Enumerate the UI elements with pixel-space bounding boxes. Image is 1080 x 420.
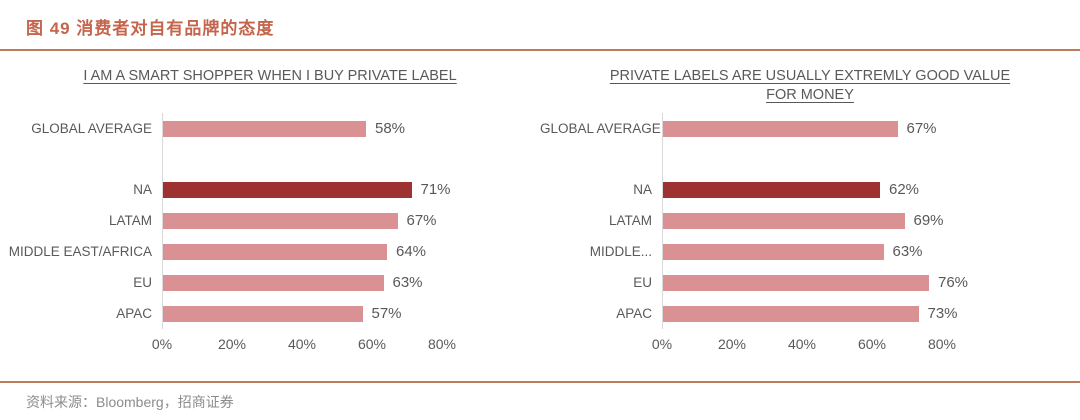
bar-row: EU 63%: [0, 267, 540, 298]
value-label: 64%: [396, 243, 427, 260]
x-tick: 80%: [927, 336, 957, 352]
category-label: NA: [133, 182, 152, 197]
x-tick: 60%: [857, 336, 887, 352]
bar-row: MIDDLE EAST/AFRICA 64%: [0, 236, 540, 267]
bar: [663, 120, 898, 137]
bar-track: 76%: [662, 267, 1080, 298]
value-label: 76%: [938, 274, 969, 291]
value-label: 63%: [892, 243, 923, 260]
footer-divider: [0, 381, 1080, 383]
bar: [163, 212, 398, 229]
bar-row: GLOBAL AVERAGE 67%: [540, 113, 1080, 144]
plot-area: GLOBAL AVERAGE 58% NA 71%: [0, 113, 540, 355]
value-label: 58%: [375, 120, 406, 137]
x-axis: 0% 20% 40% 60% 80%: [0, 329, 540, 355]
x-axis-ticks: 0% 20% 40% 60% 80%: [652, 329, 1080, 355]
spacer-row: [0, 144, 540, 174]
category-label: GLOBAL AVERAGE: [540, 121, 661, 136]
charts-row: I AM A SMART SHOPPER WHEN I BUY PRIVATE …: [0, 51, 1080, 355]
category-label: LATAM: [108, 213, 152, 228]
header-divider: [0, 49, 1080, 51]
bar-row: NA 62%: [540, 174, 1080, 205]
category-label: EU: [633, 275, 652, 290]
x-tick: 40%: [787, 336, 817, 352]
bar-row: LATAM 69%: [540, 205, 1080, 236]
value-label: 67%: [906, 120, 937, 137]
x-tick: 0%: [151, 336, 173, 352]
bar-row: APAC 57%: [0, 298, 540, 329]
bar-highlighted: [663, 181, 880, 198]
bar: [663, 274, 929, 291]
category-label: GLOBAL AVERAGE: [31, 121, 152, 136]
plot-area: GLOBAL AVERAGE 67% NA 62%: [540, 113, 1080, 355]
bar-track: 63%: [162, 267, 540, 298]
bar-track: 62%: [662, 174, 1080, 205]
value-label: 71%: [420, 181, 451, 198]
x-tick: 60%: [357, 336, 387, 352]
value-label: 73%: [927, 305, 958, 322]
chart-good-value: PRIVATE LABELS ARE USUALLY EXTREMLY GOOD…: [540, 67, 1080, 355]
x-tick: 40%: [287, 336, 317, 352]
source-note: 资料来源：Bloomberg，招商证券: [26, 394, 234, 410]
value-label: 57%: [371, 305, 402, 322]
bar: [663, 243, 884, 260]
category-label: MIDDLE EAST/AFRICA: [8, 244, 152, 259]
chart-title: PRIVATE LABELS ARE USUALLY EXTREMLY GOOD…: [609, 68, 1011, 103]
spacer-row: [540, 144, 1080, 174]
bar-track: 67%: [162, 205, 540, 236]
bar-highlighted: [163, 181, 412, 198]
chart-title: I AM A SMART SHOPPER WHEN I BUY PRIVATE …: [83, 68, 457, 84]
x-axis-ticks: 0% 20% 40% 60% 80%: [152, 329, 540, 355]
value-label: 67%: [406, 212, 437, 229]
value-label: 62%: [889, 181, 920, 198]
bar-track: 58%: [162, 113, 540, 144]
category-label: EU: [133, 275, 152, 290]
bar-track: 69%: [662, 205, 1080, 236]
x-tick: 80%: [427, 336, 457, 352]
x-axis: 0% 20% 40% 60% 80%: [540, 329, 1080, 355]
bar: [163, 305, 363, 322]
value-label: 69%: [913, 212, 944, 229]
bar-track: 71%: [162, 174, 540, 205]
bar: [163, 120, 366, 137]
value-label: 63%: [392, 274, 423, 291]
category-label: LATAM: [608, 213, 652, 228]
x-tick: 0%: [651, 336, 673, 352]
x-tick: 20%: [717, 336, 747, 352]
bar: [663, 212, 905, 229]
bar-row: APAC 73%: [540, 298, 1080, 329]
bar-track: 73%: [662, 298, 1080, 329]
bar-track: 67%: [662, 113, 1080, 144]
bar-row: MIDDLE... 63%: [540, 236, 1080, 267]
bar-track: 57%: [162, 298, 540, 329]
figure-title: 图 49 消费者对自有品牌的态度: [26, 19, 275, 38]
x-tick: 20%: [217, 336, 247, 352]
category-label: APAC: [116, 306, 152, 321]
bar: [163, 274, 384, 291]
bar-row: EU 76%: [540, 267, 1080, 298]
bar-row: NA 71%: [0, 174, 540, 205]
category-label: MIDDLE...: [589, 244, 652, 259]
bar-row: LATAM 67%: [0, 205, 540, 236]
chart-smart-shopper: I AM A SMART SHOPPER WHEN I BUY PRIVATE …: [0, 67, 540, 355]
bar: [663, 305, 919, 322]
figure-header: 图 49 消费者对自有品牌的态度: [0, 0, 1080, 49]
bar-track: 64%: [162, 236, 540, 267]
category-label: NA: [633, 182, 652, 197]
category-label: APAC: [616, 306, 652, 321]
bar-track: 63%: [662, 236, 1080, 267]
bar-row: GLOBAL AVERAGE 58%: [0, 113, 540, 144]
bar: [163, 243, 387, 260]
